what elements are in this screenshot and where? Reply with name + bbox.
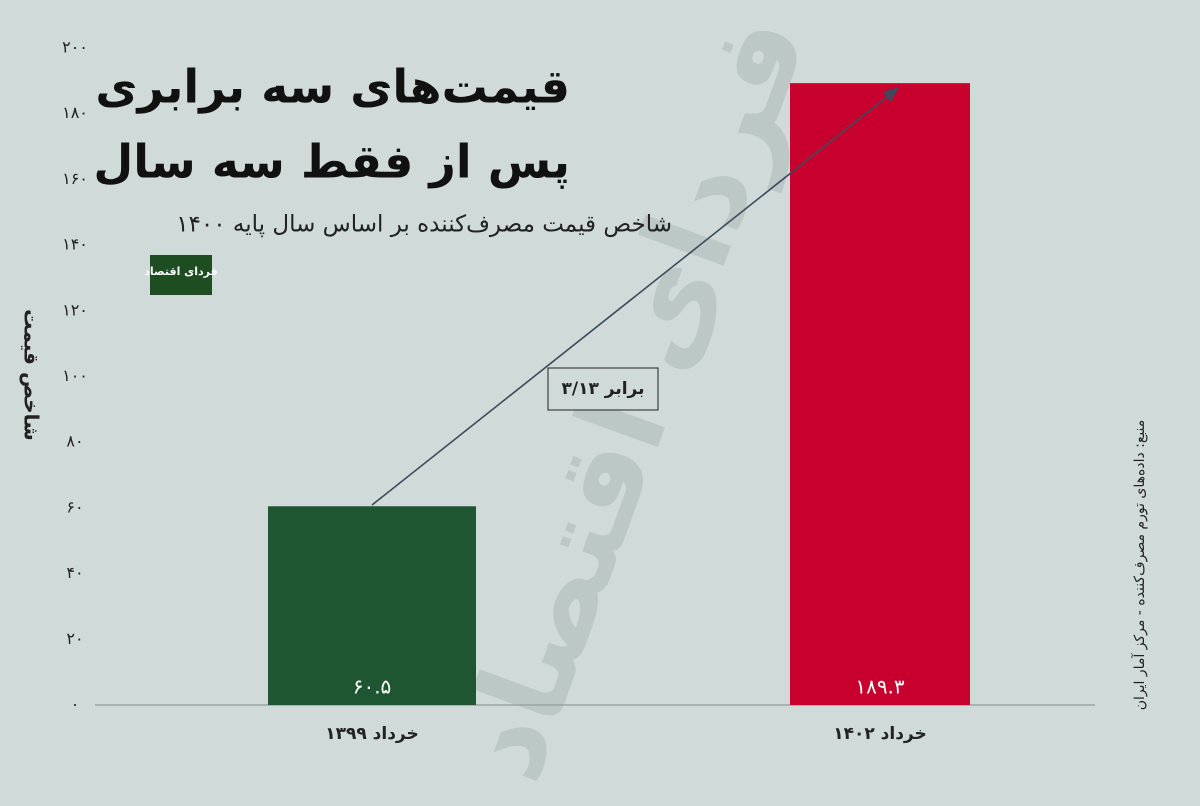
y-axis-label: شاخص قیمت bbox=[20, 309, 44, 441]
bar bbox=[790, 83, 970, 706]
y-tick-label: ۲۰ bbox=[66, 629, 83, 648]
chart-subtitle: شاخص قیمت مصرف‌کننده بر اساس سال پایه ۱۴… bbox=[176, 212, 672, 238]
y-tick-label: ۱۶۰ bbox=[62, 169, 88, 188]
x-tick-label: خرداد ۱۴۰۲ bbox=[833, 724, 927, 744]
y-tick-label: ۱۰۰ bbox=[62, 366, 88, 385]
arrow bbox=[371, 87, 900, 506]
x-tick-label: خرداد ۱۳۹۹ bbox=[325, 724, 419, 744]
logo: فردای اقتصاد bbox=[144, 265, 217, 278]
y-tick-label: ۸۰ bbox=[66, 432, 83, 451]
y-tick-label: ۱۸۰ bbox=[62, 103, 88, 122]
logo-box bbox=[150, 255, 212, 295]
y-tick-label: ۱۴۰ bbox=[62, 235, 88, 254]
annotation: ۳/۱۳ برابر bbox=[561, 379, 644, 399]
y-tick-label: ۴۰ bbox=[66, 563, 83, 582]
bar bbox=[268, 506, 476, 705]
y-tick-label: ۰ bbox=[71, 695, 80, 714]
y-tick-label: ۲۰۰ bbox=[62, 38, 88, 57]
annotation-box bbox=[547, 367, 659, 411]
y-tick-label: ۶۰ bbox=[66, 497, 83, 516]
value-label: ۱۸۹.۳ bbox=[855, 675, 905, 699]
chart-title: قیمت‌های سه برابری bbox=[95, 60, 570, 114]
value-label: ۶۰.۵ bbox=[353, 675, 392, 699]
y-tick-label: ۱۲۰ bbox=[62, 300, 88, 319]
source: منبع: داده‌های تورم مصرف‌کننده - مرکز آم… bbox=[1131, 420, 1148, 711]
chart-title: پس از فقط سه سال bbox=[93, 135, 570, 190]
